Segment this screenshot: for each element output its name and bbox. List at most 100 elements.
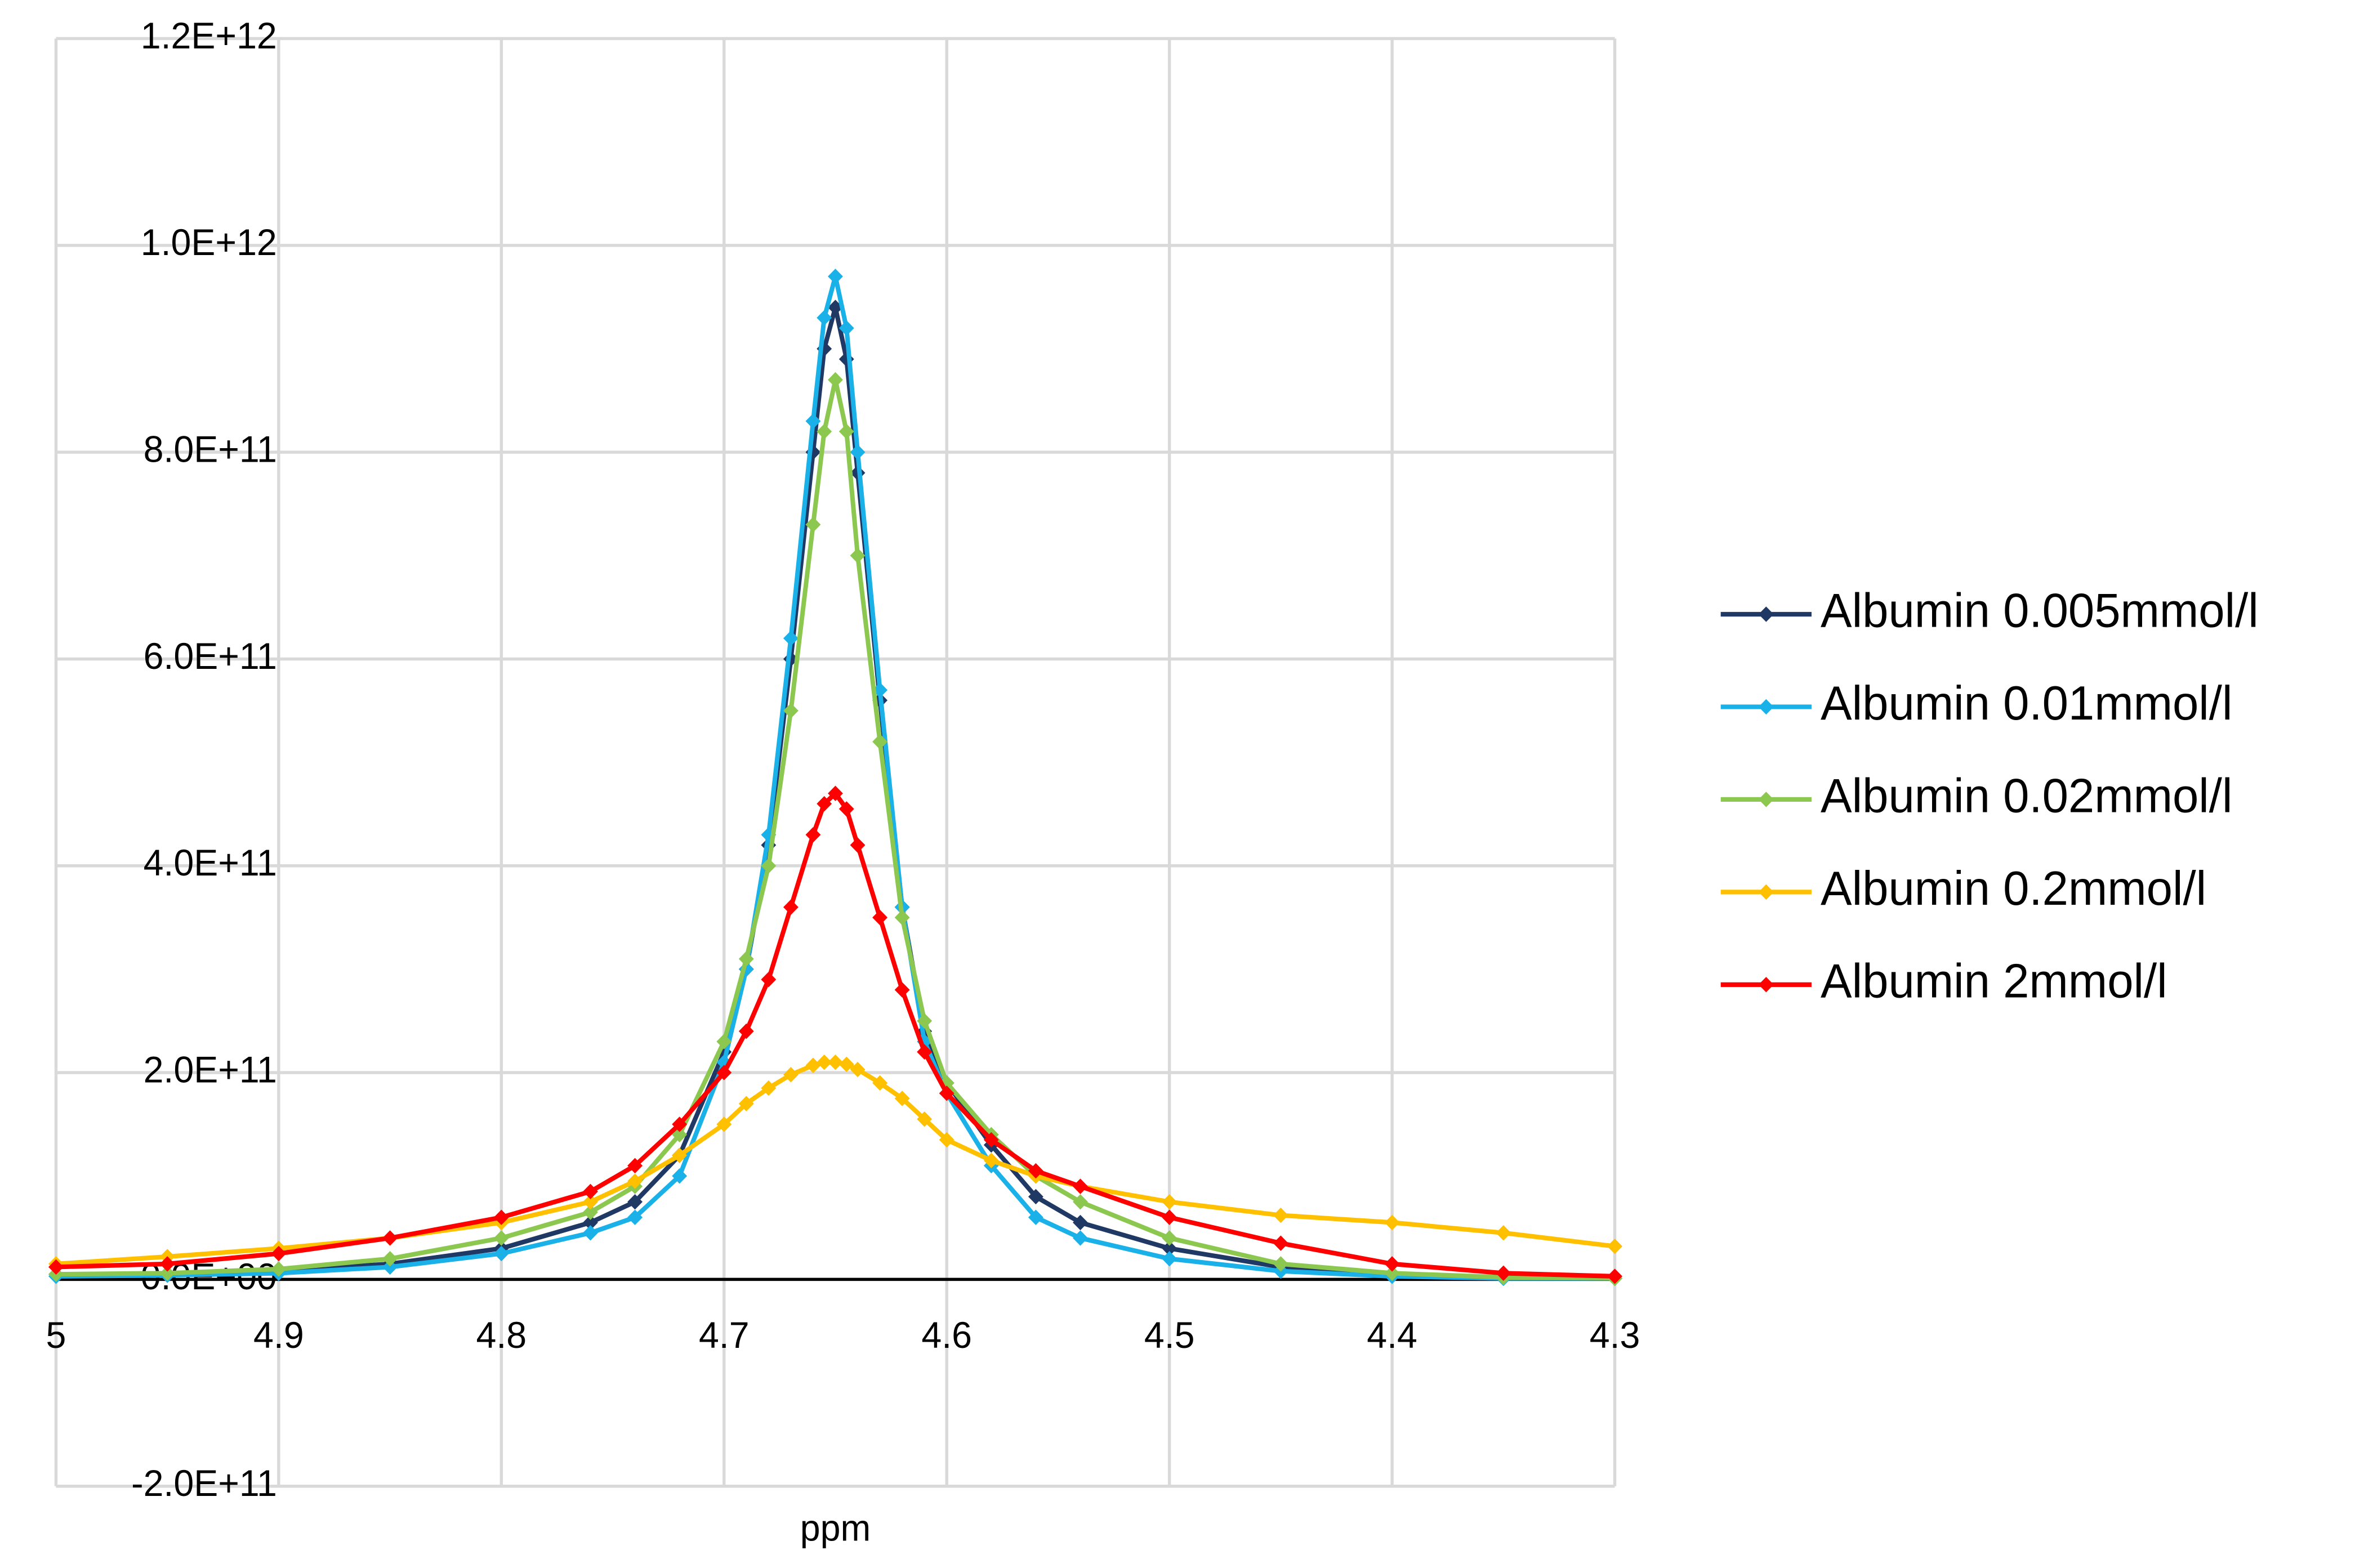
data-point [716, 1065, 732, 1080]
y-tick-label: -2.0E+11 [131, 1463, 277, 1504]
series-line [56, 379, 1615, 1281]
x-tick-label: 4.5 [1144, 1314, 1195, 1356]
data-point [783, 631, 799, 646]
legend-label: Albumin 0.01mmol/l [1821, 676, 2232, 730]
data-point [1273, 1207, 1288, 1223]
data-point [983, 1152, 999, 1168]
data-point [983, 1132, 999, 1148]
data-point [1273, 1256, 1288, 1272]
data-point [738, 1096, 754, 1111]
data-point [1384, 1265, 1400, 1281]
y-tick-label: 8.0E+11 [144, 428, 277, 470]
data-point [838, 423, 854, 440]
data-point [872, 909, 888, 926]
data-point [1496, 1265, 1511, 1281]
x-tick-label: 4.3 [1590, 1314, 1640, 1356]
legend-label: Albumin 2mmol/l [1821, 954, 2167, 1008]
data-point [583, 1204, 598, 1220]
data-point [1162, 1209, 1177, 1225]
data-point [817, 1055, 832, 1070]
data-point [828, 785, 843, 801]
data-point [805, 1057, 821, 1073]
data-point [805, 413, 821, 429]
data-point [1384, 1214, 1400, 1231]
data-point [838, 1056, 854, 1073]
data-point [828, 372, 843, 388]
legend-marker [1758, 606, 1774, 622]
data-point [894, 909, 910, 926]
data-point [1496, 1225, 1511, 1241]
data-point [761, 972, 777, 988]
data-point [817, 423, 832, 440]
data-point [1028, 1163, 1043, 1179]
y-tick-label: 2.0E+11 [144, 1049, 277, 1091]
x-tick-label: 4.8 [476, 1314, 527, 1356]
data-point [159, 1265, 175, 1281]
data-point [850, 444, 866, 460]
data-point [1162, 1250, 1177, 1267]
data-point [1162, 1230, 1177, 1246]
y-tick-label: 1.2E+12 [141, 15, 277, 56]
legend-marker [1758, 884, 1774, 900]
data-point [872, 1075, 888, 1091]
y-tick-label: 6.0E+11 [144, 635, 277, 677]
data-point [817, 310, 832, 326]
data-point [828, 269, 843, 284]
legend-label: Albumin 0.005mmol/l [1821, 584, 2259, 637]
data-point [1607, 1238, 1622, 1254]
x-tick-label: 4.4 [1367, 1314, 1417, 1356]
data-point [850, 1061, 866, 1078]
data-point [1607, 1268, 1622, 1284]
data-point [761, 858, 777, 874]
data-point [738, 1023, 754, 1039]
data-point [48, 1259, 64, 1275]
legend-label: Albumin 0.2mmol/l [1821, 861, 2206, 915]
series-line [56, 275, 1615, 1281]
y-tick-label: 1.0E+12 [141, 222, 277, 263]
data-point [159, 1256, 175, 1272]
data-point [738, 951, 754, 967]
data-point [1073, 1230, 1088, 1246]
series-line [56, 1060, 1616, 1266]
data-point [828, 1055, 843, 1070]
data-point [627, 1173, 643, 1189]
x-axis-label: ppm [800, 1507, 871, 1549]
data-point [917, 1013, 933, 1029]
data-point [805, 827, 821, 843]
x-tick-label: 4.9 [253, 1314, 304, 1356]
x-tick-label: 4.7 [699, 1314, 750, 1356]
legend-marker [1758, 977, 1774, 993]
data-point [382, 1259, 398, 1275]
data-point [850, 837, 866, 853]
legend-marker [1758, 699, 1774, 715]
data-point [838, 801, 854, 817]
data-point [493, 1230, 509, 1246]
x-tick-label: 4.6 [921, 1314, 972, 1356]
data-point [939, 1085, 954, 1101]
data-point [939, 1132, 954, 1148]
x-tick-label: 5 [46, 1314, 66, 1356]
data-point [1073, 1178, 1088, 1194]
data-point [783, 1067, 799, 1083]
data-point [672, 1116, 688, 1132]
data-point [1162, 1194, 1177, 1210]
data-point [583, 1225, 598, 1241]
data-point [850, 548, 866, 564]
data-point [917, 1044, 933, 1060]
data-point [894, 1091, 910, 1106]
data-point [917, 1111, 933, 1127]
data-point [894, 982, 910, 998]
legend-marker [1758, 792, 1774, 807]
data-point [1273, 1235, 1288, 1251]
data-point [805, 517, 821, 533]
data-point [716, 1034, 732, 1049]
legend-label: Albumin 0.02mmol/l [1821, 769, 2232, 823]
data-point [583, 1183, 598, 1200]
data-point [382, 1230, 398, 1246]
data-point [761, 1080, 777, 1096]
data-point [716, 1116, 732, 1132]
y-tick-label: 4.0E+11 [144, 842, 277, 884]
data-point [1384, 1256, 1400, 1272]
